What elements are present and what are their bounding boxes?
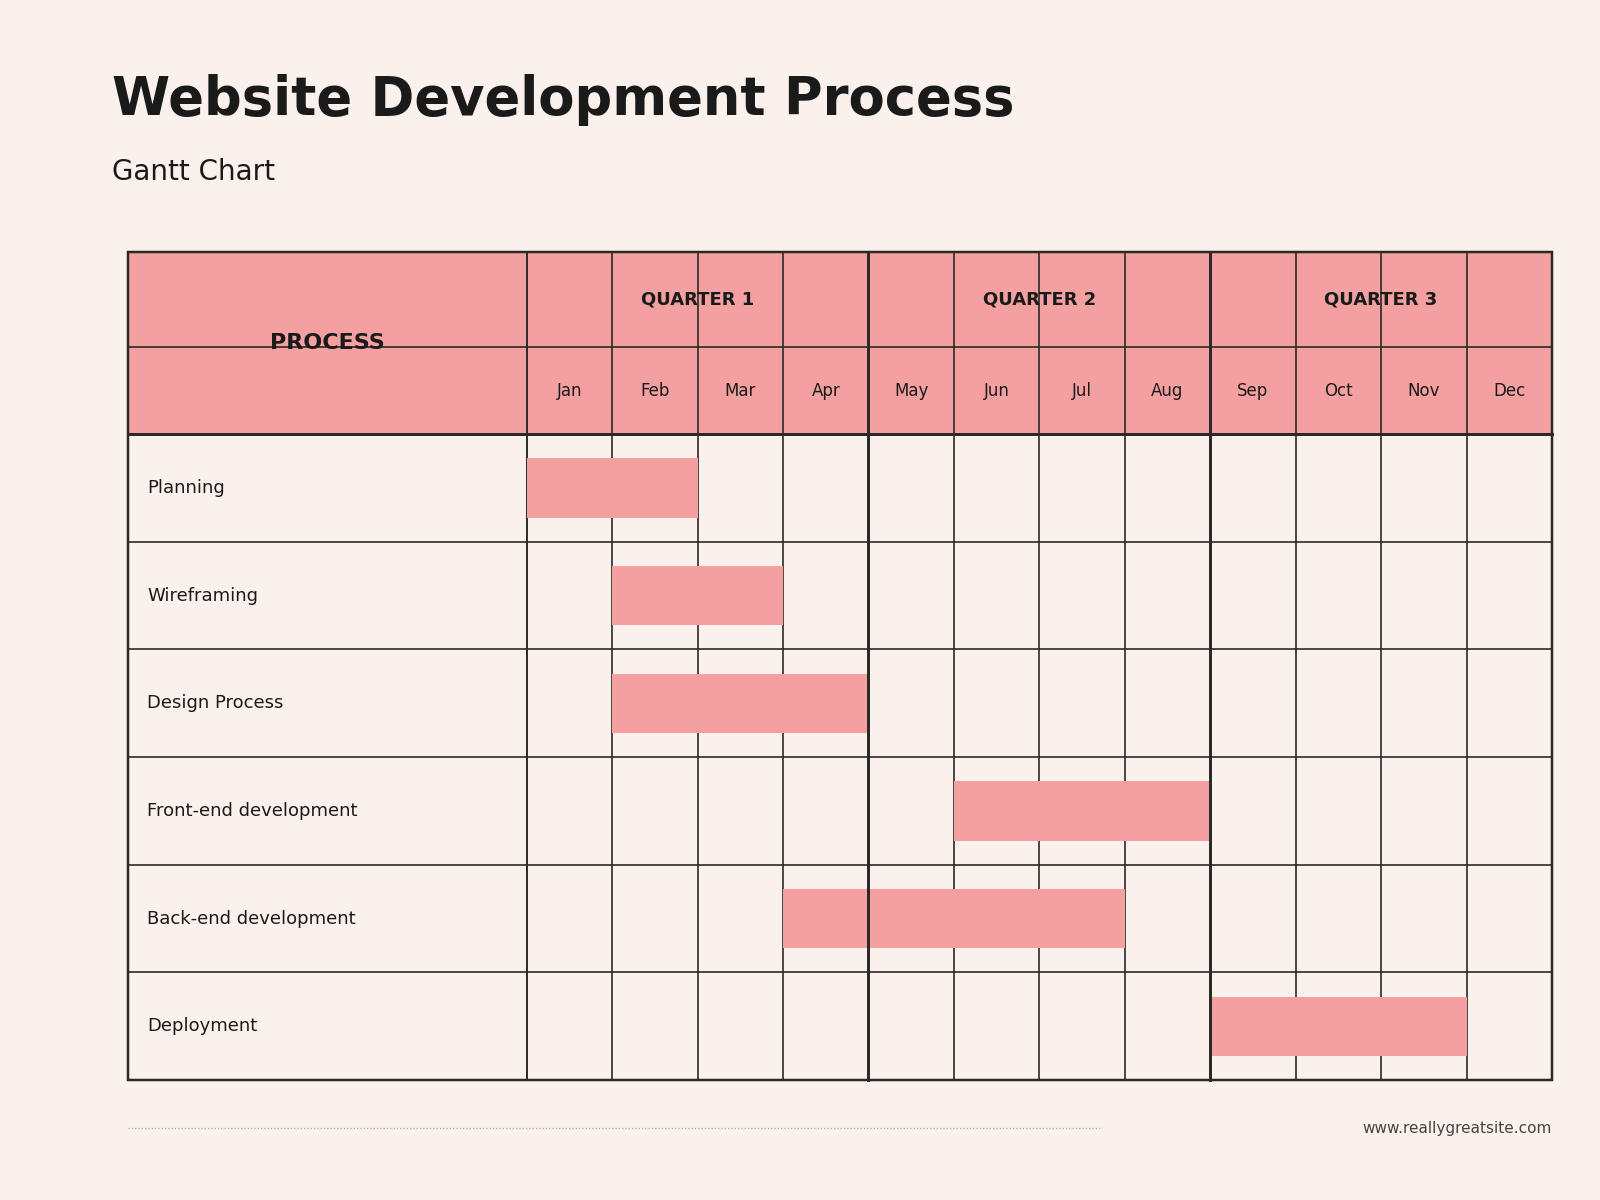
Bar	[128, 252, 1552, 1080]
Text: Nov: Nov	[1408, 382, 1440, 400]
Text: Planning: Planning	[147, 479, 226, 497]
Bar	[526, 347, 613, 434]
Bar	[954, 781, 1210, 840]
Bar	[613, 673, 869, 733]
Bar	[1125, 347, 1210, 434]
Text: Jun: Jun	[984, 382, 1010, 400]
Text: Apr: Apr	[811, 382, 840, 400]
Bar	[1210, 996, 1467, 1056]
Text: QUARTER 2: QUARTER 2	[982, 290, 1096, 308]
Text: Aug: Aug	[1152, 382, 1184, 400]
Bar	[128, 252, 526, 434]
Bar	[698, 347, 782, 434]
Bar	[1040, 347, 1125, 434]
Text: Feb: Feb	[640, 382, 669, 400]
Bar	[1381, 347, 1467, 434]
Bar	[128, 252, 1552, 1080]
Text: Front-end development: Front-end development	[147, 802, 358, 820]
Bar	[1467, 347, 1552, 434]
Text: QUARTER 3: QUARTER 3	[1325, 290, 1438, 308]
Bar	[782, 889, 1125, 948]
Bar	[1210, 347, 1296, 434]
Text: Gantt Chart: Gantt Chart	[112, 158, 275, 186]
Text: Jan: Jan	[557, 382, 582, 400]
Text: Oct: Oct	[1325, 382, 1352, 400]
Bar	[613, 347, 698, 434]
Bar	[526, 458, 698, 517]
Text: www.reallygreatsite.com: www.reallygreatsite.com	[1363, 1121, 1552, 1135]
Bar	[869, 347, 954, 434]
Text: Mar: Mar	[725, 382, 757, 400]
Bar	[954, 347, 1040, 434]
Text: Wireframing: Wireframing	[147, 587, 258, 605]
Text: Jul: Jul	[1072, 382, 1093, 400]
Text: QUARTER 1: QUARTER 1	[642, 290, 754, 308]
Text: Back-end development: Back-end development	[147, 910, 355, 928]
Text: PROCESS: PROCESS	[270, 334, 384, 353]
Text: Design Process: Design Process	[147, 695, 283, 713]
Text: Sep: Sep	[1237, 382, 1269, 400]
Bar	[526, 252, 869, 347]
Text: Deployment: Deployment	[147, 1018, 258, 1036]
Bar	[782, 347, 869, 434]
Bar	[1210, 252, 1552, 347]
Text: Website Development Process: Website Development Process	[112, 74, 1014, 126]
Text: May: May	[894, 382, 928, 400]
Bar	[869, 252, 1210, 347]
Bar	[613, 566, 782, 625]
Text: Dec: Dec	[1493, 382, 1525, 400]
Bar	[1296, 347, 1381, 434]
